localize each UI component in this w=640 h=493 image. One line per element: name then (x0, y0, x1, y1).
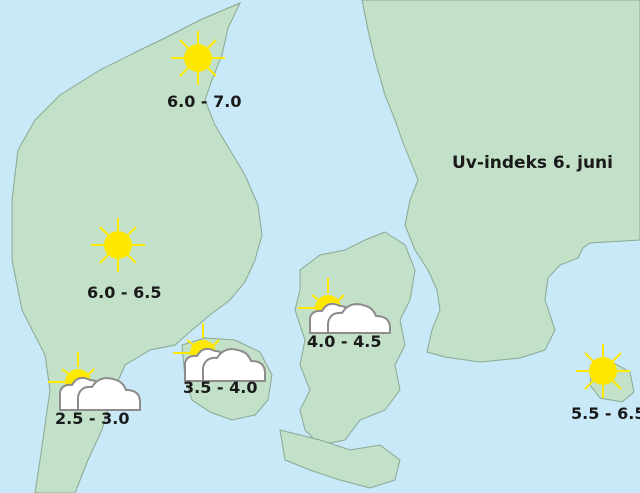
sweden (361, 0, 640, 363)
uv-label-south-jutland: 2.5 - 3.0 (55, 409, 130, 428)
map-title: Uv-indeks 6. juni (452, 153, 613, 173)
partly-cloudy-icon (48, 352, 141, 411)
sun-icon (576, 344, 630, 398)
uv-label-central-jutland: 6.0 - 6.5 (87, 283, 162, 302)
uv-label-funen: 3.5 - 4.0 (183, 378, 258, 397)
partly-cloudy-icon (173, 323, 266, 382)
uv-label-zealand: 4.0 - 4.5 (307, 332, 382, 351)
zealand (294, 231, 416, 446)
sun-icon (91, 218, 145, 272)
sun-icon (171, 31, 225, 85)
uv-label-north-jutland: 6.0 - 7.0 (167, 92, 242, 111)
uv-label-bornholm: 5.5 - 6.5 (571, 404, 640, 423)
partly-cloudy-icon (298, 278, 391, 334)
lolland-falster (279, 429, 401, 489)
